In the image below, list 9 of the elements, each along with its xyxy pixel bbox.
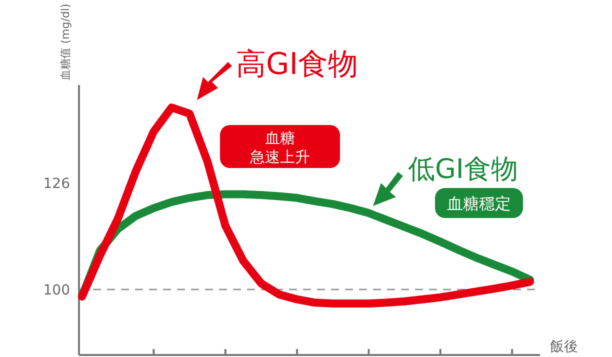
x-axis-title: 飯後 bbox=[550, 339, 578, 355]
annotation: 低GI食物 bbox=[408, 154, 518, 185]
annotation: 血糖 bbox=[265, 129, 295, 147]
text: 高GI食物 bbox=[236, 47, 358, 82]
y-axis-title: 血糖值 (mg/dl) bbox=[59, 4, 72, 80]
y-tick-label: 100 bbox=[43, 282, 70, 299]
annotation: 急速上升 bbox=[249, 148, 310, 166]
y-tick-label: 126 bbox=[43, 176, 70, 192]
annotation: 血糖穩定 bbox=[447, 194, 511, 213]
